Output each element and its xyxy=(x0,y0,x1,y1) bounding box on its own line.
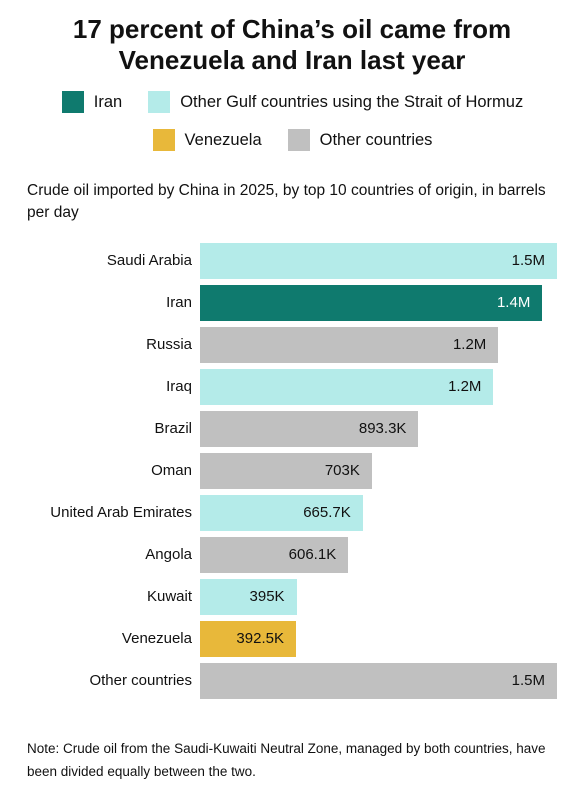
category-label: Other countries xyxy=(89,672,192,689)
value-label: 893.3K xyxy=(358,420,407,437)
category-label: United Arab Emirates xyxy=(50,504,192,521)
value-label: 703K xyxy=(324,462,360,479)
value-label: 1.4M xyxy=(496,294,531,311)
legend-item: Venezuela xyxy=(152,129,262,151)
category-label: Kuwait xyxy=(146,588,192,605)
bar xyxy=(200,453,372,489)
bar xyxy=(200,369,494,405)
bar xyxy=(200,327,499,363)
value-label: 395K xyxy=(249,588,285,605)
bar xyxy=(200,285,543,321)
legend-label: Other countries xyxy=(319,130,433,149)
category-label: Russia xyxy=(146,336,192,353)
note: Note: Crude oil from the Saudi-Kuwaiti N… xyxy=(27,741,546,779)
value-label: 665.7K xyxy=(303,504,351,521)
category-label: Oman xyxy=(151,462,192,479)
legend-swatch xyxy=(61,91,84,113)
legend-swatch xyxy=(148,91,171,113)
chart-title: 17 percent of China’s oil came from Vene… xyxy=(72,14,512,75)
bar xyxy=(200,579,297,615)
bar xyxy=(200,495,363,531)
legend-item: Other Gulf countries using the Strait of… xyxy=(148,91,523,113)
value-label: 606.1K xyxy=(288,546,337,563)
legend-label: Venezuela xyxy=(184,130,262,149)
chart-subtitle: Crude oil imported by China in 2025, by … xyxy=(27,182,546,221)
bar xyxy=(200,621,296,657)
legend: Venezuela Other countries xyxy=(0,129,585,151)
category-label: Iran xyxy=(166,294,192,311)
legend-label: Iran xyxy=(93,92,123,111)
category-label: Saudi Arabia xyxy=(106,252,192,269)
legend-swatch xyxy=(287,129,310,151)
value-label: 1.2M xyxy=(448,378,482,395)
legend-item: Iran xyxy=(61,91,123,113)
category-label: Venezuela xyxy=(121,630,192,647)
value-label: 1.5M xyxy=(511,672,545,689)
bar xyxy=(200,663,557,699)
legend: Iran Other Gulf countries using the Strai… xyxy=(0,91,585,113)
value-label: 1.2M xyxy=(452,336,487,353)
legend-item: Other countries xyxy=(287,129,433,151)
bar xyxy=(200,243,557,279)
value-label: 392.5K xyxy=(236,630,284,647)
category-label: Iraq xyxy=(166,378,192,395)
category-label: Brazil xyxy=(154,420,192,437)
legend-label: Other Gulf countries using the Strait of… xyxy=(180,92,524,111)
bar xyxy=(200,411,419,447)
category-label: Angola xyxy=(145,546,192,563)
bar xyxy=(200,537,349,573)
value-label: 1.5M xyxy=(511,252,545,269)
legend-swatch xyxy=(152,129,175,151)
